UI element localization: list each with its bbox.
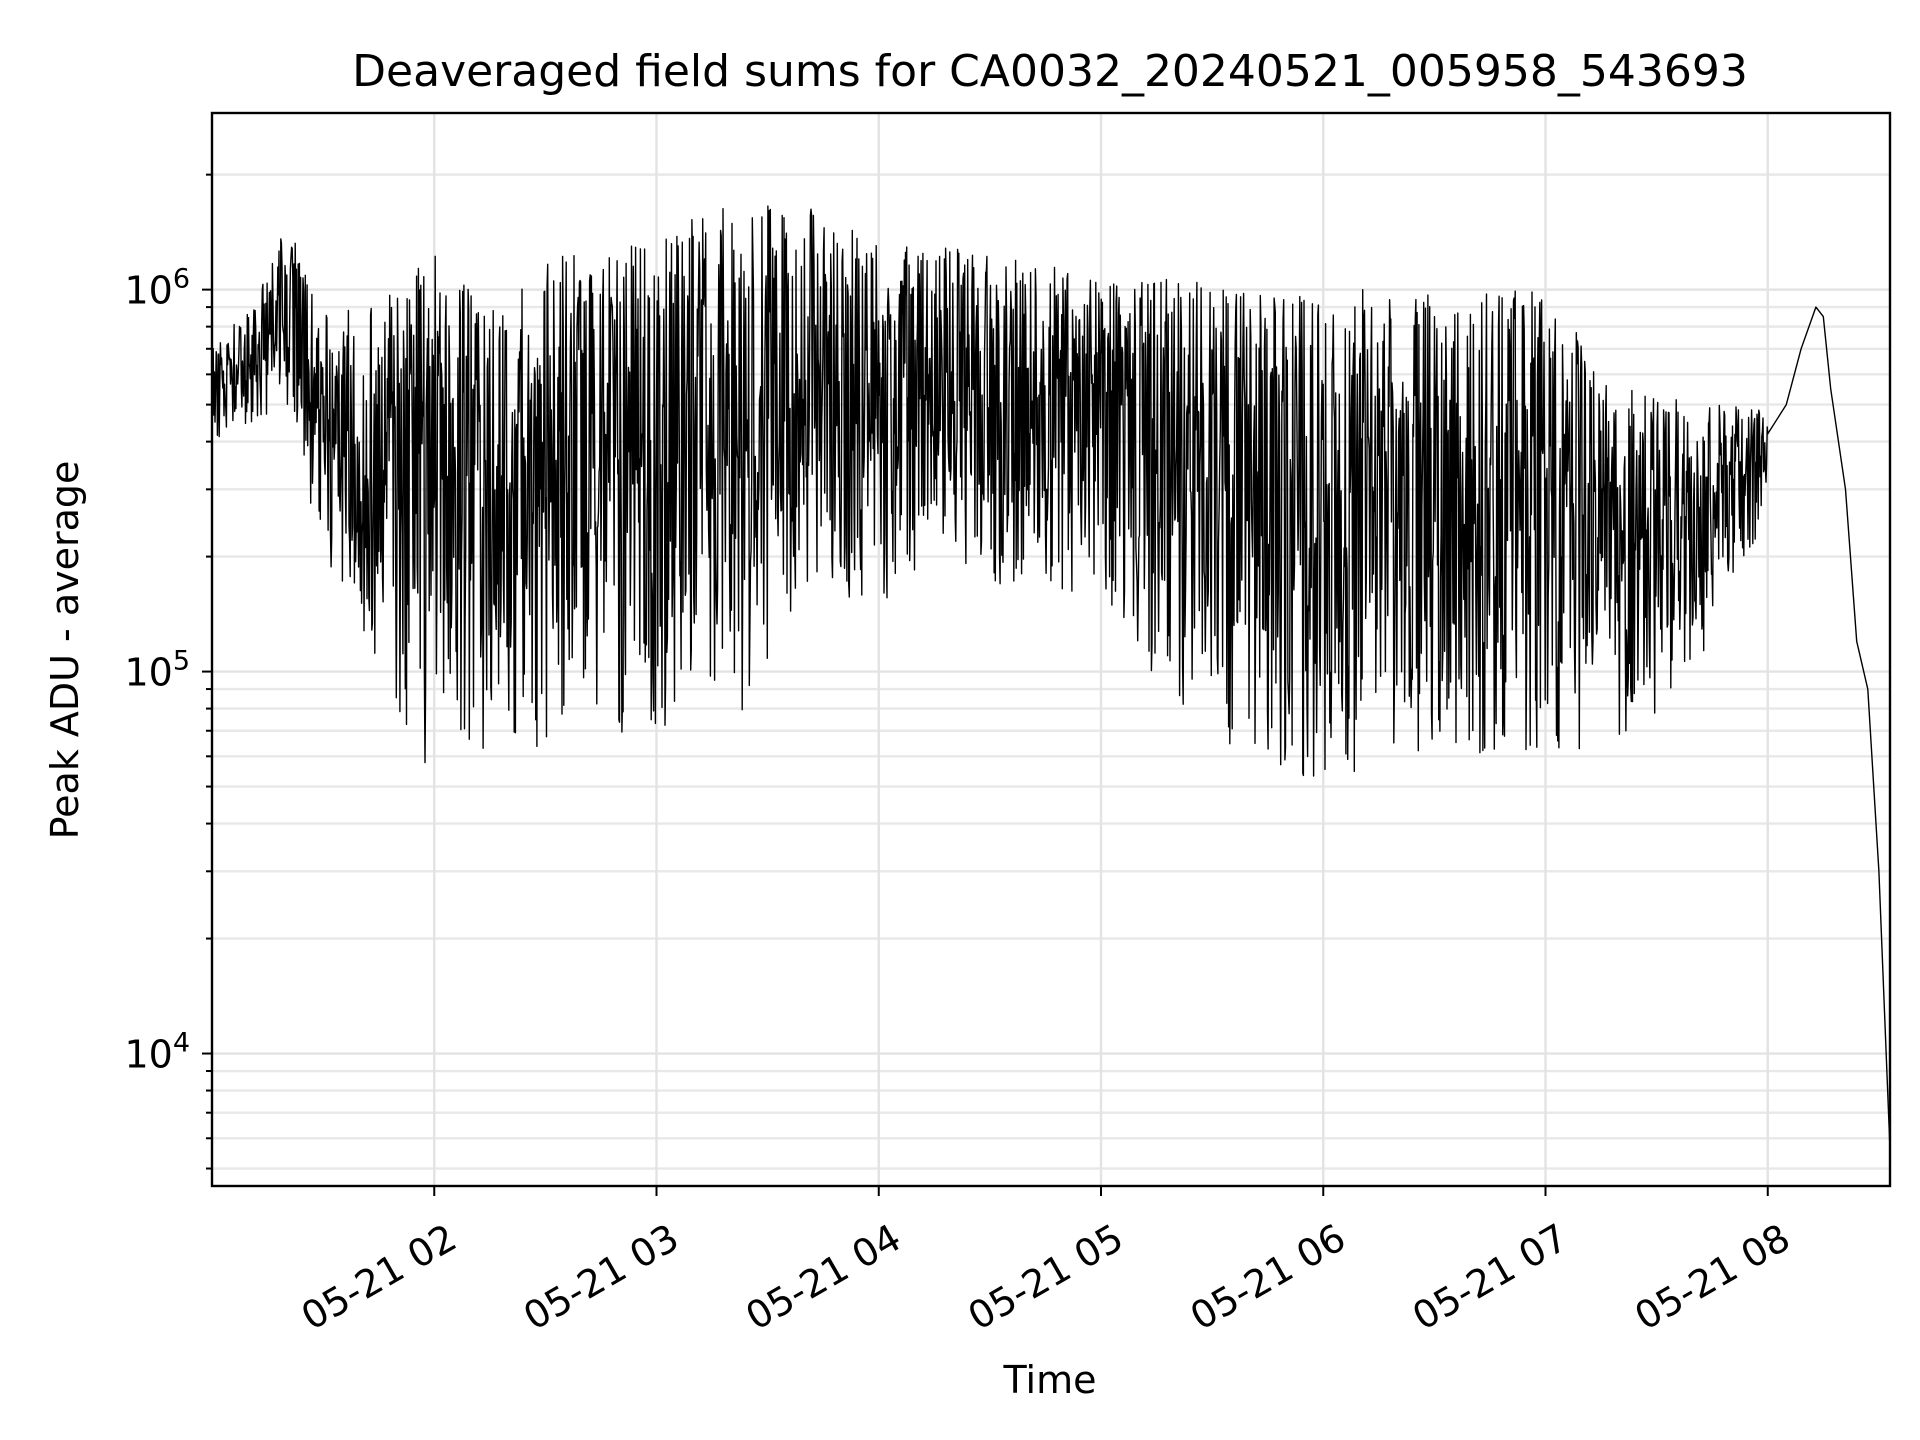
y-tick-label: 106 — [124, 264, 190, 313]
x-tick-label: 05-21 02 — [294, 1215, 464, 1339]
x-tick-label: 05-21 06 — [1183, 1215, 1353, 1339]
y-tick-label: 104 — [124, 1028, 190, 1077]
x-tick-label: 05-21 05 — [961, 1215, 1131, 1339]
x-tick-label: 05-21 03 — [516, 1215, 686, 1339]
series-line — [211, 205, 1891, 1150]
x-axis-label: Time — [1003, 1358, 1097, 1402]
y-tick-label: 105 — [124, 646, 190, 695]
plot-frame — [210, 111, 1892, 1188]
chart-title: Deaveraged field sums for CA0032_2024052… — [352, 46, 1748, 97]
y-axis-label: Peak ADU - average — [43, 461, 87, 840]
x-tick-label: 05-21 08 — [1627, 1215, 1797, 1339]
x-tick-label: 05-21 04 — [738, 1215, 908, 1339]
x-tick-label: 05-21 07 — [1405, 1215, 1575, 1339]
series-layer — [211, 205, 1891, 1150]
